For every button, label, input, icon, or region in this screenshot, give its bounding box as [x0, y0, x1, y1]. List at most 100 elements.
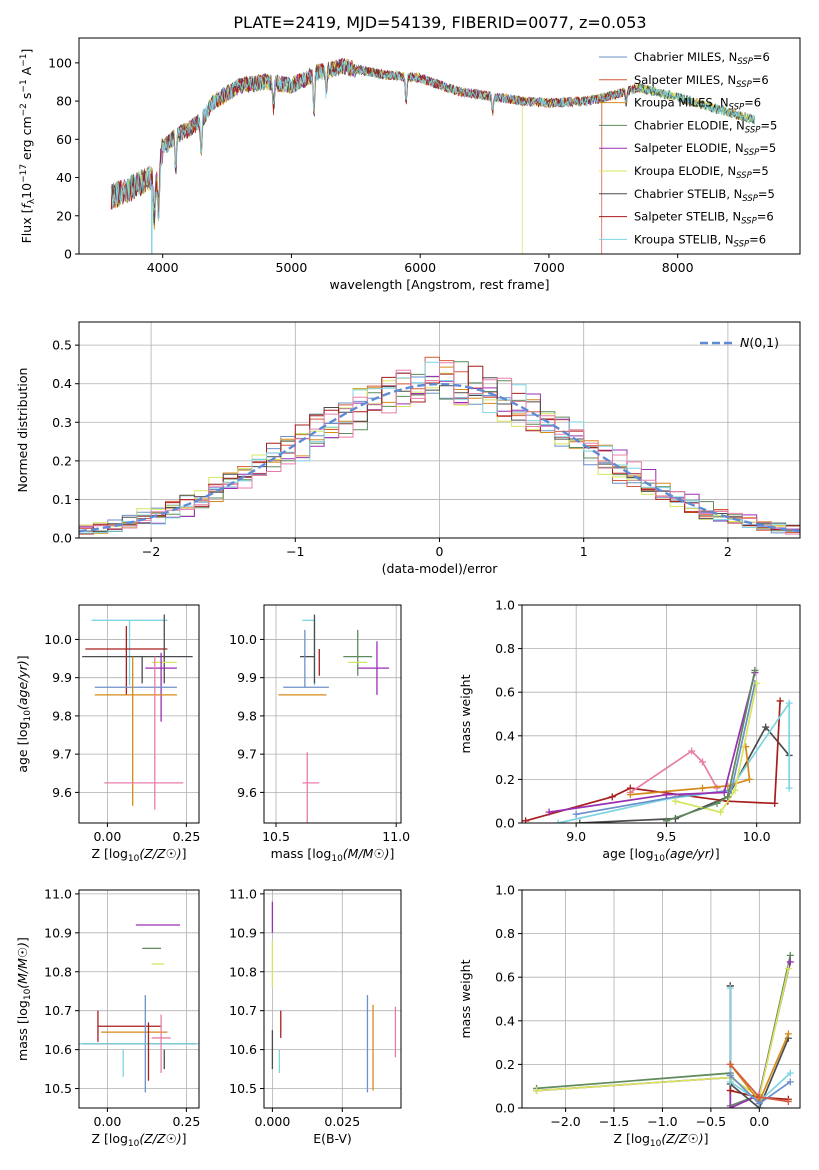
y-tick-label: 10.6 — [229, 1042, 257, 1057]
weight-line — [629, 750, 718, 794]
axes-frame — [521, 604, 801, 824]
x-tick-label: 10.5 — [262, 829, 290, 844]
x-tick-label: 0.25 — [172, 829, 200, 844]
x-tick-label: 9.0 — [566, 829, 586, 844]
weight-marker — [717, 808, 725, 816]
plot-area — [271, 901, 397, 1093]
axes-frame — [78, 604, 200, 824]
weight-marker — [713, 799, 721, 807]
y-tick-label: 0.2 — [495, 772, 515, 787]
x-tick-label: 0.025 — [324, 1114, 360, 1129]
y-tick-label: 11.0 — [229, 886, 257, 901]
weight-marker — [699, 784, 707, 792]
weight-marker — [731, 786, 739, 794]
y-tick-label: 0.6 — [495, 685, 515, 700]
x-tick-label: 6000 — [404, 260, 436, 275]
mass-vs-ebv-panel: 0.000 0.025 10.5 10.6 10.7 10.8 10.9 11.0 E(B-V) — [229, 886, 402, 1146]
y-tick-label: 10.5 — [229, 1081, 257, 1096]
y-tick-label: 100 — [48, 55, 72, 70]
y-tick-label: 10.0 — [44, 632, 72, 647]
y-axis-label: age [log10(age/yr)] — [15, 655, 33, 772]
x-tick-label: 5000 — [276, 260, 308, 275]
age-vs-mass-panel: 10.5 11.0 9.6 9.7 9.8 9.9 10.0 mass [log10(M/M☉… — [229, 604, 410, 864]
weight-marker — [522, 817, 530, 823]
weight-marker — [726, 1104, 734, 1108]
x-tick-label: 0.0 — [749, 1114, 769, 1129]
axes-frame — [263, 889, 402, 1109]
axes-frame — [263, 604, 402, 824]
y-tick-label: 0.0 — [495, 816, 515, 831]
y-tick-label: 10.8 — [229, 964, 257, 979]
weight-marker — [545, 808, 553, 816]
legend-label: Kroupa STELIB, NSSP=6 — [634, 232, 766, 249]
weight-marker — [572, 810, 580, 818]
y-tick-label: 10.5 — [44, 1081, 72, 1096]
errorbar-point — [91, 619, 168, 686]
y-tick-label: 9.9 — [237, 670, 257, 685]
weight-line — [536, 955, 792, 1108]
weight-marker — [662, 791, 670, 799]
x-tick-label: 0.00 — [93, 829, 121, 844]
spectrum-line-salpeter-miles — [110, 58, 640, 254]
y-axis-label: Flux [fλ10−17 erg cm−2 s−1 A−1] — [19, 49, 37, 244]
y-tick-label: 10.9 — [44, 925, 72, 940]
mass-weight-vs-metallicity-panel: −2.0 −1.5 −1.0 −0.5 0.0 0.0 0.2 0.4 0.6 0.8 1.0 Z [… — [458, 883, 801, 1149]
x-axis-label: (data-model)/error — [382, 561, 499, 576]
y-tick-label: 9.7 — [237, 747, 257, 762]
weight-marker — [662, 817, 670, 823]
plot-area — [79, 356, 800, 535]
spectrum-panel: 4000 5000 6000 7000 8000 0 20 40 60 80 100 waveleng… — [19, 37, 801, 292]
weight-marker — [671, 797, 679, 805]
axes-frame — [521, 889, 801, 1109]
y-tick-label: 9.6 — [237, 785, 257, 800]
errorbar-point — [94, 656, 177, 806]
y-tick-label: 9.7 — [52, 747, 72, 762]
errorbar-point — [283, 629, 329, 688]
weight-line — [536, 968, 790, 1099]
plot-area — [110, 57, 756, 254]
y-tick-label: 0.4 — [52, 376, 72, 391]
y-axis-label: mass weight — [458, 674, 473, 753]
x-tick-label: −2.0 — [550, 1114, 580, 1129]
spectrum-line-salpeter-stelib — [110, 57, 640, 219]
x-tick-label: 0.25 — [172, 1114, 200, 1129]
x-tick-label: 8000 — [662, 260, 694, 275]
x-tick-label: 7000 — [533, 260, 565, 275]
errorbar-point — [82, 655, 193, 684]
y-tick-label: 0.5 — [52, 338, 72, 353]
y-tick-label: 1.0 — [495, 598, 515, 613]
weight-line — [548, 672, 756, 813]
weight-marker — [699, 758, 707, 766]
plot-area — [82, 614, 193, 810]
y-tick-label: 9.8 — [237, 708, 257, 723]
y-tick-label: 20 — [56, 208, 72, 223]
weight-marker — [726, 1071, 734, 1079]
plot-area — [533, 951, 794, 1108]
y-tick-label: 0.2 — [52, 453, 72, 468]
y-axis-label: Normed distribution — [15, 368, 30, 493]
weight-marker — [726, 1060, 734, 1068]
weight-line — [675, 683, 758, 814]
x-tick-label: 4000 — [147, 260, 179, 275]
y-tick-label: 11.0 — [44, 886, 72, 901]
y-tick-label: 80 — [56, 94, 72, 109]
weight-marker — [786, 1078, 794, 1086]
histogram-step — [79, 362, 800, 535]
legend-label: Chabrier MILES, NSSP=6 — [634, 50, 770, 67]
x-tick-label: −1 — [286, 544, 304, 559]
weight-marker — [786, 958, 794, 966]
errorbar-point — [302, 752, 320, 823]
y-tick-label: 0.4 — [495, 1013, 515, 1028]
legend: Chabrier MILES, NSSP=6 Salpeter MILES, NS… — [599, 50, 777, 249]
x-tick-label: 10.0 — [743, 829, 771, 844]
weight-marker — [786, 1069, 794, 1077]
x-tick-label: 9.5 — [656, 829, 676, 844]
y-axis-label: mass weight — [458, 959, 473, 1038]
y-tick-label: 10.7 — [44, 1003, 72, 1018]
weight-marker — [755, 1093, 763, 1101]
y-tick-label: 9.9 — [52, 670, 72, 685]
x-axis-label: E(B-V) — [313, 1131, 352, 1146]
weight-marker — [776, 697, 784, 705]
weight-marker — [786, 951, 794, 959]
errorbar-point — [300, 614, 316, 684]
